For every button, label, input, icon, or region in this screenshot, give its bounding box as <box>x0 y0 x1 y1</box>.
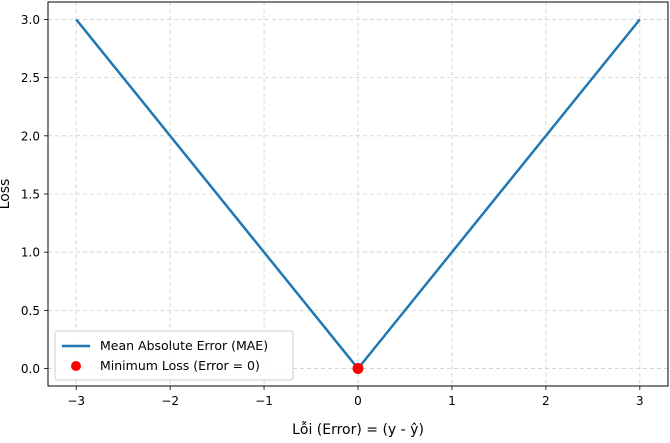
minimum-loss-point <box>352 363 364 375</box>
y-tick-label: 1.0 <box>21 246 40 260</box>
legend-box <box>54 330 294 381</box>
y-tick-label: 0.5 <box>21 304 40 318</box>
x-tick-label: 1 <box>448 394 456 408</box>
y-axis-label: Loss <box>0 179 13 210</box>
axis-ticks: −3 −2 −1 0 1 2 3 0.0 0.5 1.0 1.5 2.0 2.5 3.0 <box>21 13 644 408</box>
x-tick-label: 0 <box>354 394 362 408</box>
plot-area <box>75 18 641 375</box>
legend-swatch-minimum <box>71 361 81 371</box>
x-tick-label: −1 <box>255 394 273 408</box>
x-tick-label: 3 <box>636 394 644 408</box>
grid <box>48 2 668 386</box>
x-tick-label: −3 <box>67 394 85 408</box>
y-tick-label: 0.0 <box>21 362 40 376</box>
x-axis-label: Lỗi (Error) = (y - ŷ) <box>292 421 424 438</box>
legend-label-minimum: Minimum Loss (Error = 0) <box>100 358 260 373</box>
y-tick-label: 2.5 <box>21 71 40 85</box>
x-tick-label: 2 <box>542 394 550 408</box>
legend: Mean Absolute Error (MAE) Minimum Loss (… <box>54 330 294 381</box>
y-tick-label: 3.0 <box>21 13 40 27</box>
y-tick-label: 1.5 <box>21 188 40 202</box>
x-tick-label: −2 <box>161 394 179 408</box>
legend-label-mae: Mean Absolute Error (MAE) <box>100 338 268 353</box>
y-tick-label: 2.0 <box>21 129 40 143</box>
